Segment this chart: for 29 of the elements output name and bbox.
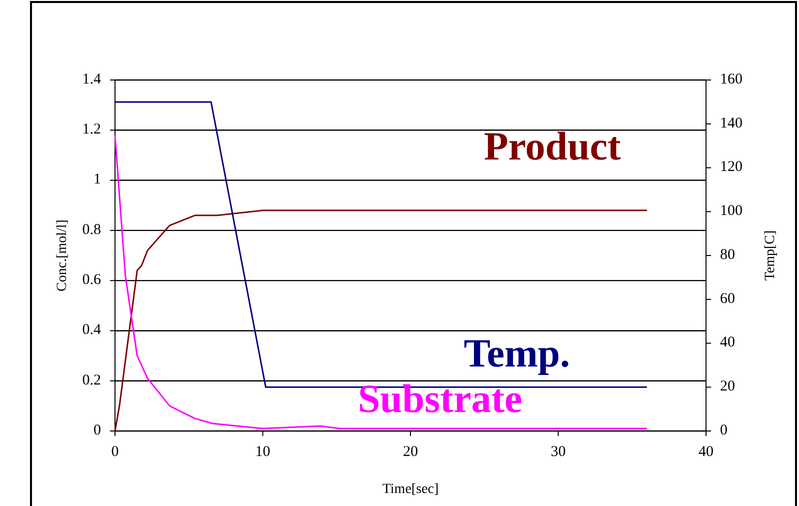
y-axis-title: Conc.[mol/l] [55,220,70,292]
x-tick-label: 10 [255,444,270,460]
x-axis-title: Time[sec] [382,482,439,497]
x-tick-label: 40 [698,444,714,460]
y2-tick-label: 60 [720,290,735,307]
line-series [114,210,648,432]
y-tick-label: 0.2 [82,372,101,388]
y2-tick-label: 160 [720,71,742,88]
x-tick-label: 30 [550,444,566,460]
series-label: Substrate [358,376,522,422]
y2-tick-label: 120 [720,159,742,176]
series-label: Product [484,123,622,168]
y2-tick-label: 100 [720,203,742,220]
y-tick-label: 1.2 [82,122,101,138]
y-tick-label: 0 [94,422,101,438]
y-tick-label: 1 [94,172,101,188]
x-tick-label: 0 [111,444,119,460]
y2-axis-title: Temp[C] [763,230,778,281]
y-tick-label: 1.4 [82,71,102,88]
y-tick-label: 0.4 [82,322,102,338]
series-label: Temp. [464,330,570,376]
y2-tick-label: 20 [720,378,735,395]
y2-tick-label: 0 [720,422,728,438]
y-tick-label: 0.8 [82,222,101,238]
y2-tick-label: 80 [720,246,735,263]
x-tick-label: 20 [403,444,418,460]
y2-tick-label: 40 [720,334,735,351]
y-tick-label: 0.6 [82,272,102,288]
y2-tick-label: 140 [720,115,742,132]
